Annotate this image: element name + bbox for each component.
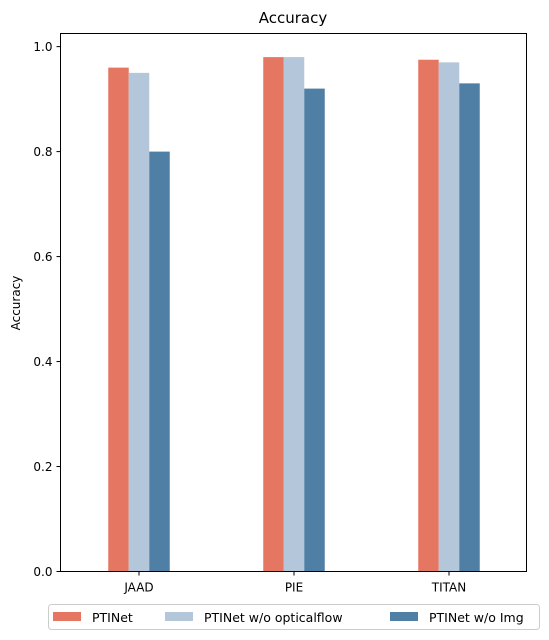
legend-swatch-3 (390, 612, 418, 621)
bar-titan-series-2 (438, 62, 460, 572)
bar-jaad-series-2 (128, 72, 150, 572)
legend-label-3: PTINet w/o Img (429, 610, 524, 625)
bar-group (108, 57, 480, 572)
legend-label-2: PTINet w/o opticalflow (204, 610, 343, 625)
y-tick-label: 1.0 (33, 40, 52, 54)
y-tick-label: 0.2 (33, 460, 52, 474)
x-tick-label-jaad: JAAD (123, 581, 153, 595)
bar-pie-series-2 (283, 57, 305, 572)
legend: PTINet PTINet w/o opticalflow PTINet w/o I… (48, 604, 540, 630)
chart-title: Accuracy (259, 9, 328, 27)
bar-titan-series-3 (459, 83, 480, 572)
bar-titan-series-1 (418, 59, 439, 572)
x-tick-label-pie: PIE (285, 581, 303, 595)
x-axis-ticks: JAAD PIE TITAN (123, 571, 466, 595)
y-tick-label: 0.4 (33, 355, 52, 369)
y-axis-label: Accuracy (9, 276, 23, 331)
plot-frame (60, 33, 527, 572)
y-axis-ticks: 0.0 0.2 0.4 0.6 0.8 1.0 (33, 40, 61, 579)
y-tick-label: 0.6 (33, 250, 52, 264)
bar-jaad-series-3 (149, 151, 170, 572)
bar-pie-series-3 (304, 88, 325, 572)
y-tick-label: 0.0 (33, 565, 52, 579)
legend-swatch-1 (53, 612, 81, 621)
legend-label-1: PTINet (92, 610, 133, 625)
x-tick-label-titan: TITAN (431, 581, 466, 595)
bar-jaad-series-1 (108, 67, 129, 572)
y-tick-label: 0.8 (33, 145, 52, 159)
legend-swatch-2 (165, 612, 193, 621)
bar-pie-series-1 (263, 57, 284, 572)
legend-frame (48, 604, 540, 630)
